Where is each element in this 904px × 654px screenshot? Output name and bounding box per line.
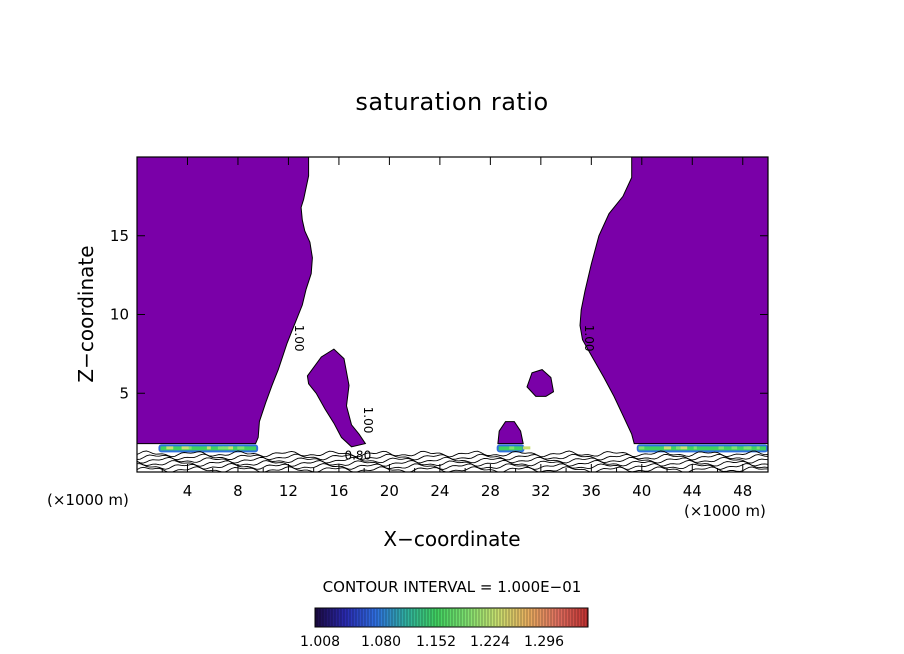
x-tick-label: 44: [683, 482, 702, 500]
bright-speck: [663, 446, 672, 450]
mid-cloud-3: [526, 369, 555, 397]
surface-contour-line: [137, 453, 768, 461]
plot-area: 1.00 1.00 1.00 0.80: [137, 157, 768, 472]
bright-speck: [522, 446, 531, 450]
bright-speck: [638, 446, 645, 450]
contour-label: 1.00: [292, 325, 306, 352]
bright-speck: [746, 446, 752, 450]
bright-speck: [675, 446, 680, 450]
x-tick-label: 32: [531, 482, 550, 500]
bright-speck: [206, 446, 211, 450]
x-axis-label: X−coordinate: [383, 527, 521, 551]
x-tick-label: 36: [582, 482, 601, 500]
colorbar-label: 1.008: [300, 634, 341, 650]
bright-speck: [217, 446, 224, 450]
colorbar-hatching: [316, 609, 588, 626]
bright-band-core: [638, 446, 766, 451]
bright-speck: [509, 446, 515, 450]
x-unit-left: (×1000 m): [47, 491, 129, 509]
chart-title: saturation ratio: [355, 88, 549, 116]
bright-speck: [677, 446, 682, 450]
bright-speck: [693, 446, 697, 450]
bright-speck: [222, 446, 229, 450]
bright-speck: [756, 446, 760, 450]
x-tick-label: 8: [233, 482, 243, 500]
x-tick-label: 40: [632, 482, 651, 500]
x-tick-label: 24: [430, 482, 449, 500]
y-tick-label: 15: [110, 227, 129, 245]
bright-speck: [731, 446, 738, 450]
surface-bands: [158, 444, 768, 453]
surface-contour-line: [137, 456, 768, 464]
x-tick-label: 16: [329, 482, 348, 500]
bright-speck: [188, 446, 192, 450]
x-tick-label: 20: [380, 482, 399, 500]
y-axis-label: Z−coordinate: [74, 245, 98, 383]
left-saturated-region: [137, 157, 313, 445]
x-tick-label: 48: [733, 482, 752, 500]
right-saturated-region: [579, 157, 768, 445]
mid-cloud-1: [306, 348, 367, 448]
x-axis-ticks: 4 8 12 16 20 24 28 32 36 40 44 48: [161, 157, 752, 500]
bright-speck: [227, 446, 234, 450]
x-tick-label: 12: [279, 482, 298, 500]
colorbar-label: 1.152: [416, 634, 457, 650]
bright-speck: [181, 446, 189, 450]
contour-label: 1.00: [582, 325, 596, 352]
near-surface-contours: [137, 450, 768, 472]
surface-contour-line: [137, 466, 768, 472]
bright-speck: [166, 446, 174, 450]
colorbar-label: 1.296: [524, 634, 565, 650]
contour-label: 0.80: [344, 448, 371, 462]
mid-cloud-2: [497, 421, 524, 445]
bright-speck: [680, 446, 688, 450]
contour-labels: 1.00 1.00 1.00 0.80: [292, 325, 596, 463]
contour-interval-text: CONTOUR INTERVAL = 1.000E−01: [322, 578, 582, 596]
y-tick-label: 10: [110, 306, 129, 324]
bright-speck: [237, 446, 245, 450]
y-tick-label: 5: [119, 384, 129, 402]
x-unit-right: (×1000 m): [684, 502, 766, 520]
y-axis-ticks: 5 10 15: [110, 227, 768, 402]
contour-label: 1.00: [361, 407, 375, 434]
colorbar-label: 1.080: [361, 634, 402, 650]
surface-contour-line: [137, 450, 768, 458]
surface-contour-line: [137, 463, 768, 470]
x-tick-label: 28: [481, 482, 500, 500]
x-tick-label: 4: [183, 482, 193, 500]
surface-contour-line: [137, 459, 768, 467]
saturated-regions: [137, 157, 768, 448]
bright-speck: [718, 446, 724, 450]
colorbar-label: 1.224: [470, 634, 511, 650]
